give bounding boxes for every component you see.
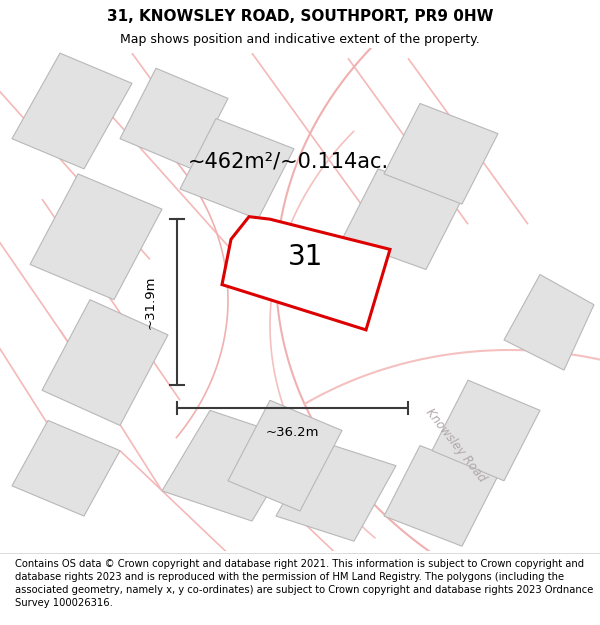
- Text: Knowsley Road: Knowsley Road: [423, 406, 489, 485]
- Text: ~462m²/~0.114ac.: ~462m²/~0.114ac.: [187, 151, 389, 171]
- Polygon shape: [228, 400, 342, 511]
- Polygon shape: [12, 53, 132, 169]
- Polygon shape: [504, 274, 594, 370]
- Polygon shape: [384, 104, 498, 204]
- Polygon shape: [12, 421, 120, 516]
- Text: Contains OS data © Crown copyright and database right 2021. This information is : Contains OS data © Crown copyright and d…: [15, 559, 593, 608]
- Polygon shape: [42, 299, 168, 426]
- Text: 31: 31: [289, 242, 323, 271]
- Polygon shape: [120, 68, 228, 169]
- Text: 31, KNOWSLEY ROAD, SOUTHPORT, PR9 0HW: 31, KNOWSLEY ROAD, SOUTHPORT, PR9 0HW: [107, 9, 493, 24]
- Polygon shape: [276, 441, 396, 541]
- Text: ~36.2m: ~36.2m: [266, 426, 319, 439]
- Polygon shape: [384, 446, 498, 546]
- Polygon shape: [162, 411, 300, 521]
- Polygon shape: [432, 380, 540, 481]
- Polygon shape: [180, 119, 294, 219]
- Text: Map shows position and indicative extent of the property.: Map shows position and indicative extent…: [120, 32, 480, 46]
- Polygon shape: [222, 217, 390, 330]
- Text: ~31.9m: ~31.9m: [143, 276, 157, 329]
- Polygon shape: [30, 174, 162, 299]
- Polygon shape: [342, 169, 462, 269]
